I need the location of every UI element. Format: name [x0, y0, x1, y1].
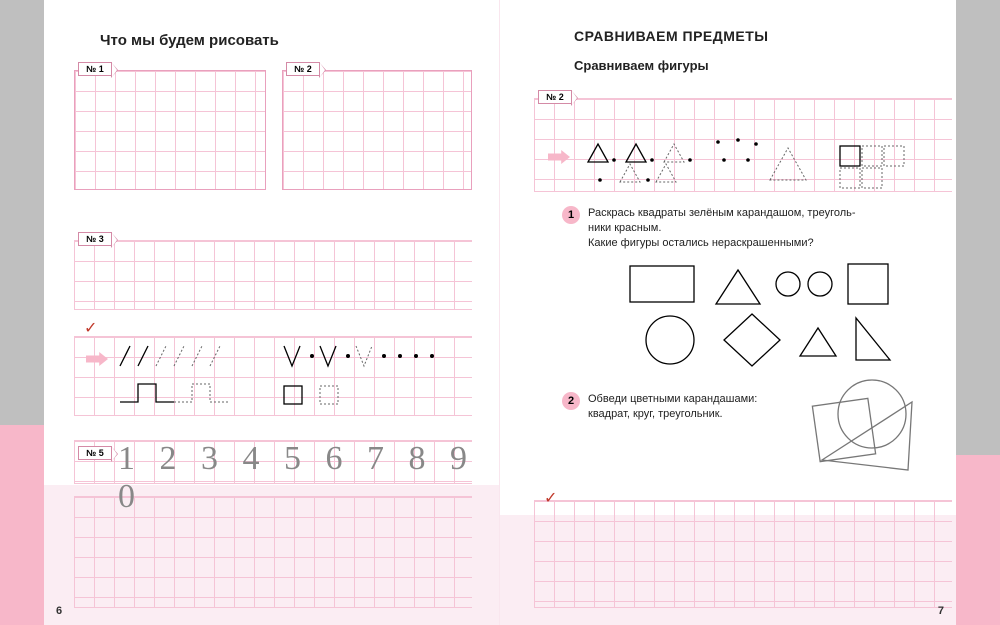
check-icon: ✓ — [84, 318, 97, 338]
page-left: Что мы будем рисовать № 1 № 2 № 3 ✓ — [0, 0, 500, 625]
tag-no1: № 1 — [78, 62, 112, 76]
tag-no3: № 3 — [78, 232, 112, 246]
tag-no2: № 2 — [286, 62, 320, 76]
page-right: СРАВНИВАЕМ ПРЕДМЕТЫ Сравниваем фигуры № … — [500, 0, 1000, 625]
check-icon-r: ✓ — [544, 488, 557, 508]
tag-no5: № 5 — [78, 446, 112, 460]
left-pattern-svg — [0, 0, 500, 625]
tracing-numbers: 1 2 3 4 5 6 7 8 9 0 — [118, 440, 499, 516]
tag-r-no2: № 2 — [538, 90, 572, 104]
